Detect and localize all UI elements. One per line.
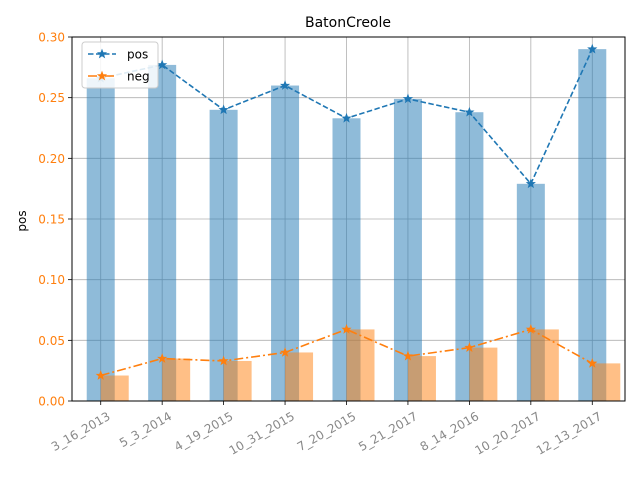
y-tick-label: 0.20	[38, 152, 65, 166]
marker-neg	[95, 370, 106, 380]
x-tick-label: 4_19_2015	[172, 409, 236, 454]
bar-neg	[407, 356, 436, 401]
marker-neg	[157, 353, 168, 363]
bar-pos	[393, 98, 422, 401]
legend-marker-neg	[96, 70, 108, 81]
legend-label-neg: neg	[127, 70, 150, 84]
x-tick-label: 7_20_2015	[295, 409, 359, 454]
marker-pos	[279, 80, 291, 90]
marker-neg	[525, 324, 536, 334]
marker-neg	[587, 358, 598, 368]
bar-neg	[100, 375, 129, 401]
x-tick-label: 10_20_2017	[472, 409, 542, 458]
marker-pos	[157, 59, 168, 70]
y-tick-label: 0.05	[38, 334, 65, 348]
y-tick-label: 0.10	[38, 273, 65, 287]
marker-pos	[341, 112, 352, 123]
bar-pos	[148, 64, 177, 401]
marker-neg	[279, 347, 291, 357]
x-tick-label: 5_21_2017	[356, 409, 420, 454]
legend: pos neg	[81, 41, 159, 89]
x-tick-label: 3_16_2013	[49, 409, 113, 454]
bar-neg	[162, 358, 191, 401]
legend-label-pos: pos	[127, 48, 148, 62]
chart-title: BatonCreole	[305, 15, 391, 31]
bar-neg	[346, 329, 375, 401]
x-tick-label: 12_13_2017	[534, 409, 604, 458]
bar-neg	[592, 363, 621, 401]
bar-neg	[285, 352, 314, 401]
y-tick-label: 0.25	[38, 91, 65, 105]
marker-pos	[218, 104, 229, 115]
y-tick-label: 0.15	[38, 213, 65, 227]
x-tick-label: 5_3_2014	[117, 409, 174, 450]
x-ticks: 3_16_2013 5_3_20144_19_201510_31_20157_20…	[49, 401, 604, 458]
marker-neg	[341, 324, 352, 334]
marker-neg	[402, 350, 414, 361]
bars	[86, 49, 621, 402]
y-axis-label: pos	[15, 210, 29, 231]
y-tick-label: 0.30	[38, 31, 65, 45]
y-ticks: 0.00 0.05 0.10 0.15 0.20 0.25 0.30	[38, 31, 72, 409]
bar-neg	[469, 347, 498, 401]
marker-pos	[525, 178, 536, 189]
bar-pos	[578, 49, 607, 402]
bar-pos	[209, 109, 238, 402]
bar-neg	[530, 329, 559, 401]
marker-pos	[464, 106, 475, 117]
marker-pos	[402, 93, 414, 104]
bar-neg	[223, 360, 252, 401]
bar-pos	[86, 78, 115, 402]
marker-pos	[587, 43, 598, 54]
marker-neg	[464, 342, 475, 352]
marker-neg	[218, 355, 229, 366]
y-tick-label: 0.00	[38, 395, 65, 409]
legend-marker-pos	[96, 48, 108, 59]
x-tick-label: 10_31_2015	[227, 409, 297, 458]
x-tick-label: 8_14_2016	[418, 409, 482, 454]
